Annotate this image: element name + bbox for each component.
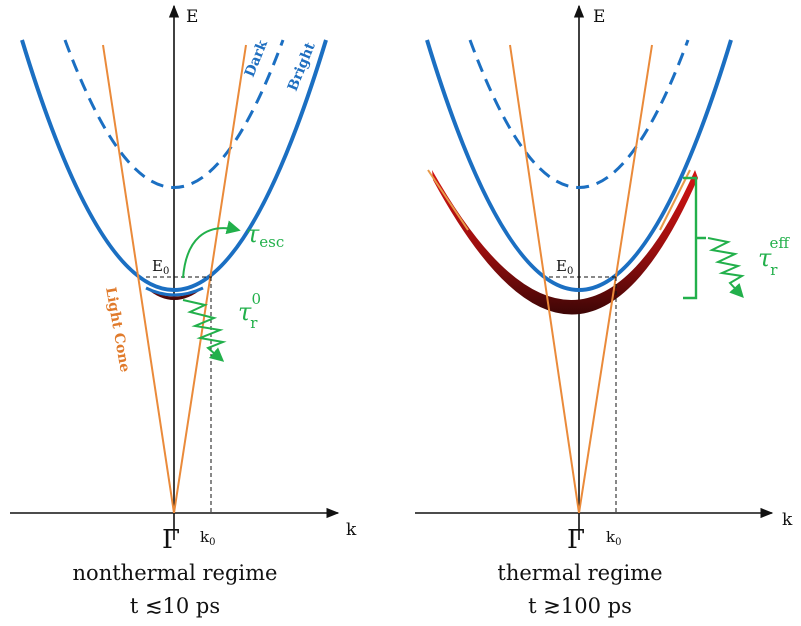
right-dark-band xyxy=(468,39,690,189)
left-k-axis-label: k xyxy=(346,520,357,540)
left-tau-r-label: τr0 xyxy=(238,290,261,332)
left-dark-band xyxy=(63,39,285,189)
left-tau-esc-label: τesc xyxy=(246,220,284,251)
right-e0-label: E0 xyxy=(556,257,573,277)
right-exciton-population xyxy=(432,170,698,315)
right-k0-label: k0 xyxy=(606,528,621,548)
left-bright-band xyxy=(20,39,328,292)
left-e-axis-label: E xyxy=(186,7,198,27)
right-panel: E k E0 k0 Γ τreff thermal regime t ≳100 … xyxy=(415,4,793,618)
left-light-cone-label: Light Cone xyxy=(102,286,133,374)
left-light-cone-right xyxy=(173,44,247,514)
right-bright-band xyxy=(425,39,733,292)
left-bright-label: Bright xyxy=(285,40,319,94)
right-population-bracket xyxy=(683,176,706,300)
right-k-axis-label: k xyxy=(782,510,793,530)
left-escape-arrow xyxy=(182,220,241,279)
left-radiative-decay-arrow xyxy=(182,299,227,362)
right-population-tail-right xyxy=(659,169,691,231)
left-time-label: t ≲10 ps xyxy=(130,594,220,618)
left-exciton-population xyxy=(146,288,203,300)
right-gamma-label: Γ xyxy=(567,525,585,555)
right-light-cone-left xyxy=(509,44,580,514)
left-dark-label: Dark xyxy=(242,38,271,80)
left-panel: E k E0 k0 Γ Dark Bright Light Cone τesc … xyxy=(10,4,357,618)
right-regime-label: thermal regime xyxy=(497,561,662,585)
left-population-outline xyxy=(145,286,204,297)
left-light-cone-left xyxy=(102,44,175,514)
left-e0-label: E0 xyxy=(152,257,169,277)
left-regime-label: nonthermal regime xyxy=(73,561,278,585)
right-tau-r-label: τreff xyxy=(758,234,790,279)
right-population-tail-left xyxy=(427,169,469,231)
left-gamma-label: Γ xyxy=(162,525,180,555)
right-e-axis-label: E xyxy=(593,7,605,27)
right-time-label: t ≳100 ps xyxy=(528,594,632,618)
left-k0-label: k0 xyxy=(200,528,215,548)
right-radiative-decay-arrow xyxy=(707,237,745,299)
